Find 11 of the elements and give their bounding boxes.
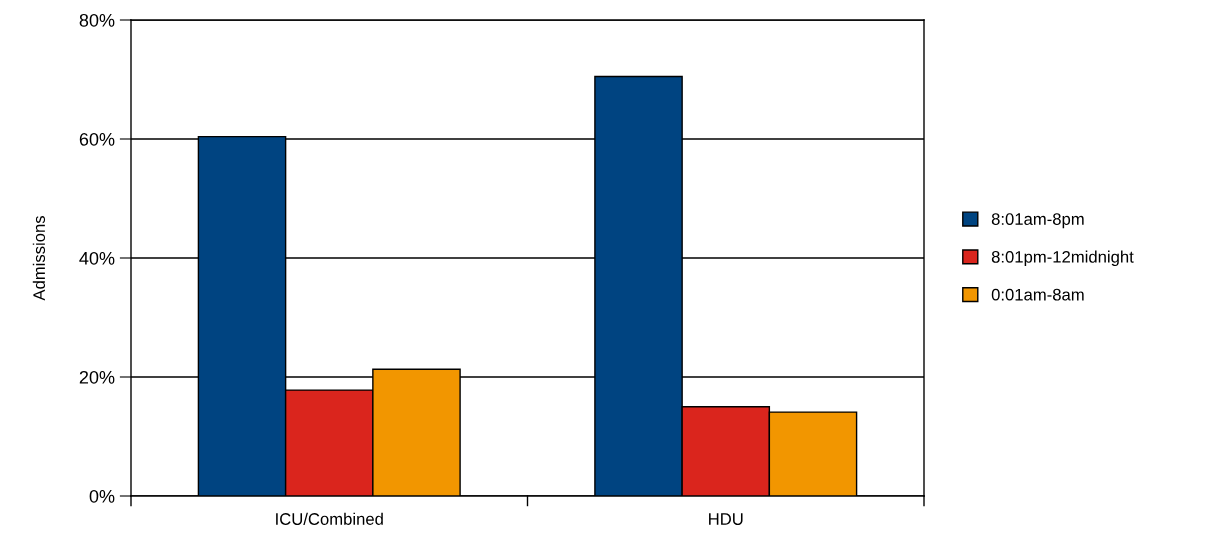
x-tick-label: ICU/Combined — [276, 512, 383, 525]
y-tick-label: 60% — [79, 132, 115, 146]
y-tick-label: 80% — [79, 13, 115, 27]
y-axis-title: Admissions — [32, 215, 46, 301]
y-tick-label: 20% — [79, 370, 115, 384]
legend-label: 8:01am-8pm — [991, 213, 1084, 229]
x-tick-label: HDU — [709, 513, 743, 525]
legend-label: 8:01pm-12midnight — [991, 250, 1134, 267]
y-tick-label: 0% — [89, 489, 115, 503]
legend-label: 0:01am-8am — [991, 288, 1084, 301]
y-tick-label: 40% — [79, 251, 115, 265]
